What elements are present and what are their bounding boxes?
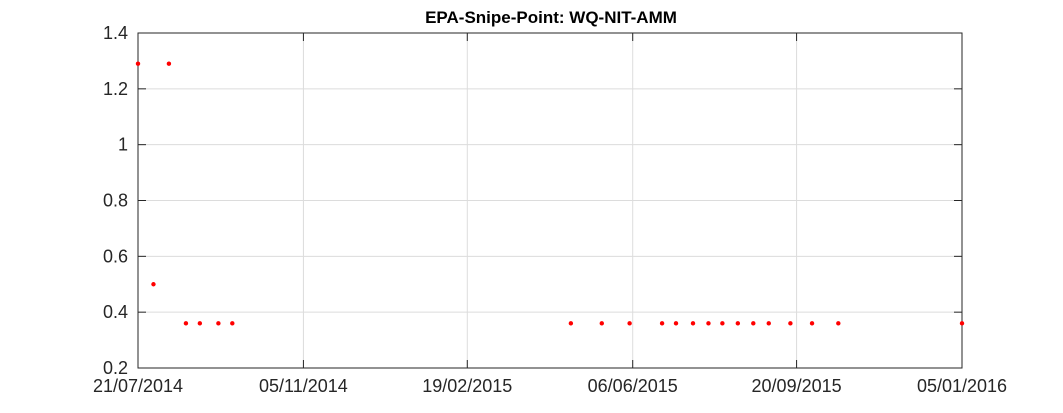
data-point: [627, 321, 632, 326]
data-point: [690, 321, 696, 326]
data-point: [720, 321, 725, 326]
x-tick-label: 20/09/2015: [752, 376, 842, 396]
data-points: [135, 61, 965, 326]
data-point: [751, 321, 756, 326]
data-point: [836, 321, 841, 326]
data-point: [135, 61, 141, 66]
data-point: [197, 321, 203, 326]
y-tick-label: 0.8: [103, 191, 128, 211]
plot-area-frame: [137, 32, 963, 369]
data-point: [788, 321, 793, 326]
data-point: [166, 61, 172, 66]
data-point: [568, 321, 574, 326]
data-point: [659, 321, 665, 326]
data-point: [706, 321, 711, 326]
x-tick-label: 05/01/2016: [917, 376, 1007, 396]
x-tick-label: 05/11/2014: [259, 376, 348, 396]
x-tick-label: 21/07/2014: [93, 376, 183, 396]
data-point: [183, 321, 189, 326]
y-tick-label: 1: [118, 135, 128, 155]
data-point: [599, 321, 604, 326]
x-axis-tick-labels: 21/07/2014 05/11/2014 19/02/2015 06/06/2015…: [93, 376, 1007, 396]
data-point: [673, 321, 679, 326]
y-tick-label: 1.4: [103, 23, 128, 43]
y-axis-tick-labels: 0.2 0.4 0.6 0.8 1 1.2 1.4: [103, 23, 128, 378]
x-tick-label: 19/02/2015: [422, 376, 512, 396]
y-tick-label: 0.2: [103, 358, 128, 378]
grid-lines: [137, 32, 963, 369]
data-point: [216, 321, 221, 326]
data-point: [230, 321, 235, 326]
y-tick-label: 0.4: [103, 302, 128, 322]
data-point: [735, 321, 741, 326]
data-point: [766, 321, 771, 326]
chart-title: EPA-Snipe-Point: WQ-NIT-AMM: [425, 8, 677, 27]
data-point: [959, 321, 965, 326]
x-tick-label: 06/06/2015: [588, 376, 678, 396]
data-point: [809, 321, 815, 326]
y-tick-label: 0.6: [103, 246, 128, 266]
data-point: [151, 282, 156, 287]
y-tick-label: 1.2: [103, 79, 128, 99]
